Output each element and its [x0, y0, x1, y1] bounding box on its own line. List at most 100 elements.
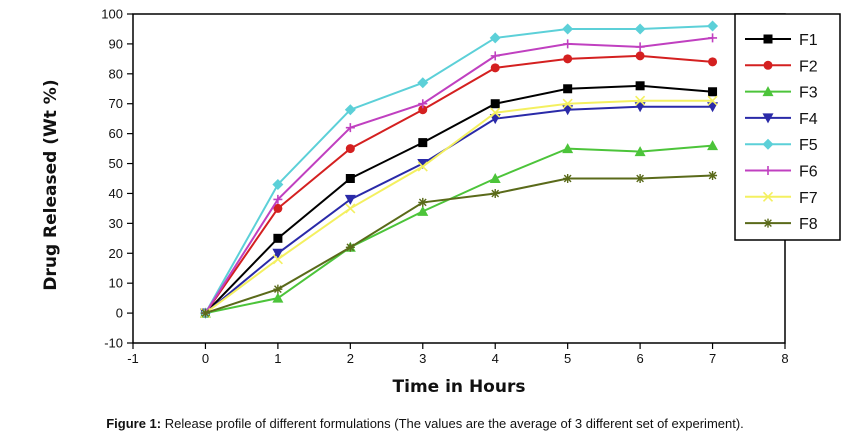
data-point [563, 84, 573, 94]
data-point [562, 143, 574, 154]
x-tick-label: 7 [709, 351, 716, 366]
x-tick-label: 3 [419, 351, 426, 366]
series-line [204, 36, 713, 314]
data-point [272, 254, 283, 265]
x-tick-label: 2 [347, 351, 354, 366]
data-point [272, 178, 284, 190]
legend-item-f4: F4 [745, 111, 818, 128]
legend-item-f2: F2 [745, 58, 818, 75]
data-point [707, 20, 719, 32]
data-point [418, 197, 428, 207]
data-point [563, 39, 573, 49]
data-point [489, 114, 501, 125]
legend-label: F8 [799, 216, 818, 233]
data-point [490, 99, 500, 109]
data-point [345, 174, 355, 183]
data-point [273, 203, 283, 213]
data-point [417, 161, 428, 172]
data-point [417, 159, 429, 170]
data-point [562, 98, 573, 109]
legend-label: F6 [799, 164, 818, 181]
data-point [707, 140, 719, 151]
data-point [707, 95, 718, 106]
x-tick-label: 5 [564, 351, 571, 366]
legend-item-f7: F7 [745, 190, 818, 207]
data-point [763, 34, 773, 44]
data-point [763, 218, 773, 228]
data-point [562, 23, 574, 35]
data-point [562, 105, 574, 116]
data-point [272, 248, 284, 259]
y-axis-title: Drug Released (Wt %) [41, 79, 61, 290]
series-line [204, 105, 713, 314]
legend-label: F5 [799, 137, 818, 154]
y-tick-label: 60 [109, 126, 123, 141]
caption-label: Figure 1: [106, 416, 162, 431]
data-point [272, 292, 284, 303]
data-point [417, 205, 429, 216]
series-line [204, 84, 713, 314]
x-tick-label: 4 [492, 351, 499, 366]
data-point [273, 284, 283, 294]
data-point [708, 87, 718, 97]
data-point [273, 233, 283, 243]
y-tick-label: 100 [101, 7, 123, 22]
data-point [762, 113, 774, 124]
x-tick-label: -1 [127, 351, 139, 366]
series-line [204, 99, 713, 314]
data-point [634, 102, 646, 113]
data-point [418, 105, 428, 115]
figure-caption: Figure 1: Release profile of different f… [0, 416, 850, 431]
y-tick-label: 70 [109, 96, 123, 111]
data-point [635, 51, 645, 61]
data-point [200, 308, 210, 318]
data-point [489, 173, 501, 183]
data-point [708, 57, 718, 67]
data-point [762, 138, 774, 150]
legend-item-f8: F8 [745, 216, 818, 233]
data-point [708, 171, 718, 181]
data-point [417, 77, 429, 89]
x-tick-label: 6 [636, 351, 643, 366]
data-point [634, 23, 646, 35]
data-point [634, 146, 646, 157]
data-point [763, 60, 773, 70]
data-point [635, 81, 645, 91]
data-point [563, 174, 573, 183]
data-point [762, 191, 774, 202]
data-point [344, 194, 356, 205]
legend-label: F1 [799, 32, 818, 49]
y-tick-label: -10 [104, 336, 123, 351]
data-point [635, 174, 645, 183]
y-tick-label: 30 [109, 216, 123, 231]
data-point [707, 102, 719, 113]
data-point [418, 138, 428, 148]
legend-item-f3: F3 [745, 85, 818, 102]
data-point [345, 123, 355, 133]
y-tick-label: 10 [109, 276, 123, 291]
series-f8 [200, 171, 718, 318]
data-point [345, 144, 355, 154]
data-point [489, 32, 501, 44]
data-point [490, 63, 500, 73]
data-point [345, 242, 355, 252]
legend-label: F7 [799, 190, 818, 207]
series-line [205, 144, 713, 315]
series-f4 [199, 102, 719, 319]
legend: F1 F2 F3 F4 F5 F6 F7 F8 [734, 13, 841, 241]
data-point [563, 54, 573, 64]
data-point [635, 95, 646, 106]
legend-item-f1: F1 [745, 32, 818, 49]
data-point [708, 33, 718, 43]
data-point [345, 203, 356, 214]
legend-label: F2 [799, 58, 818, 75]
legend-item-f5: F5 [745, 137, 818, 154]
data-point [635, 42, 645, 52]
series-layer [199, 20, 719, 319]
data-point [763, 166, 773, 175]
series-line [204, 24, 713, 314]
data-point [490, 51, 500, 61]
data-point [344, 104, 356, 116]
